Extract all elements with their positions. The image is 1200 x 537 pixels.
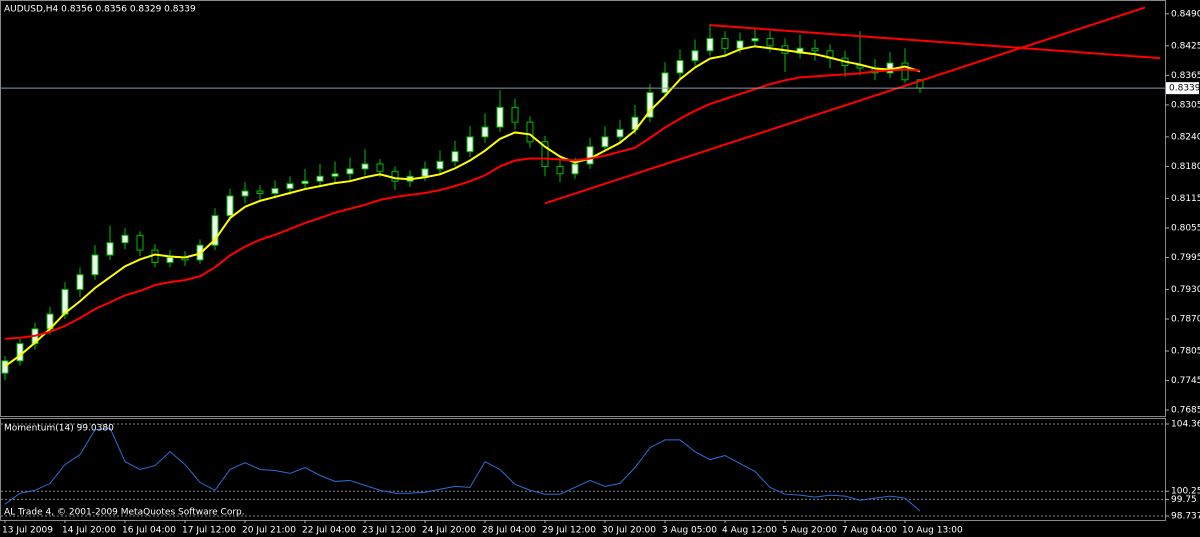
candle-body — [811, 47, 819, 52]
x-tick-label: 16 Jul 04:00 — [122, 526, 176, 536]
x-tick-label: 22 Jul 04:00 — [302, 526, 356, 536]
candle-body — [121, 234, 129, 244]
x-tick-label: 4 Aug 12:00 — [722, 526, 777, 536]
indicator-line — [4, 427, 921, 512]
y-tick-label: 0.7805 — [1171, 346, 1200, 356]
candle-body — [571, 163, 579, 175]
x-tick-label: 28 Jul 04:00 — [482, 526, 536, 536]
candle-body — [676, 60, 684, 74]
y-tick-label: 0.8180 — [1171, 162, 1200, 172]
y-tick-label: 0.8115 — [1171, 194, 1200, 204]
candle-body — [466, 136, 474, 153]
candle-body — [301, 180, 309, 185]
main-plot — [1, 6, 1161, 381]
candle-body — [286, 183, 294, 190]
candle-body — [526, 121, 534, 143]
candle-body — [361, 163, 369, 170]
candle-body — [901, 62, 909, 81]
x-tick-label: 30 Jul 20:00 — [602, 526, 656, 536]
trendline — [544, 6, 1146, 205]
y-tick-label: 99.75 — [1171, 495, 1197, 505]
y-tick-label: 0.8425 — [1171, 41, 1200, 51]
y-tick-label: 0.8055 — [1171, 223, 1200, 233]
candle-body — [226, 195, 234, 217]
y-tick-label: 0.8365 — [1171, 71, 1200, 81]
candle-body — [751, 37, 759, 42]
candle-body — [346, 168, 354, 175]
candle-body — [481, 126, 489, 138]
candle-body — [691, 50, 699, 62]
last-price-label: 0.8339 — [1169, 84, 1200, 94]
y-tick-label: 0.7930 — [1171, 285, 1200, 295]
axes: 0.8490 0.8425 0.8365 0.8305 0.8240 0.8180 0.81… — [1, 9, 1200, 536]
y-tick-label: 0.7870 — [1171, 315, 1200, 325]
candle-body — [661, 72, 669, 94]
candle-body — [331, 173, 339, 177]
moving-average — [4, 68, 921, 340]
main-frame — [0, 0, 1166, 417]
chart-title: AUDUSD,H4 0.8356 0.8356 0.8329 0.8339 — [4, 5, 196, 15]
candle-body — [166, 256, 174, 263]
candle-body — [601, 136, 609, 148]
candle-body — [706, 37, 714, 52]
y-tick-label: 98.7373 — [1171, 512, 1200, 522]
candle-body — [646, 92, 654, 118]
candle-body — [556, 165, 564, 175]
x-tick-label: 13 Jul 2009 — [2, 526, 53, 536]
candle-body — [511, 106, 519, 123]
candle-body — [136, 234, 144, 251]
y-tick-label: 0.8305 — [1171, 100, 1200, 110]
candle-body — [421, 168, 429, 177]
x-tick-label: 29 Jul 12:00 — [542, 526, 596, 536]
candle-body — [541, 141, 549, 167]
x-tick-label: 17 Jul 12:00 — [182, 526, 236, 536]
footer: AL Trade 4, © 2001-2009 MetaQuotes Softw… — [4, 508, 245, 518]
last-price-box — [1166, 82, 1199, 95]
x-tick-label: 23 Jul 12:00 — [362, 526, 416, 536]
y-tick-label: 0.8240 — [1171, 132, 1200, 142]
candle-body — [316, 175, 324, 182]
candle-body — [496, 106, 504, 128]
candle-body — [76, 274, 84, 290]
x-tick-label: 24 Jul 20:00 — [422, 526, 476, 536]
candle-body — [766, 37, 774, 47]
trendline — [709, 24, 1161, 60]
y-tick-label: 104.3600 — [1171, 420, 1200, 430]
candle-body — [256, 190, 264, 194]
x-tick-label: 5 Aug 20:00 — [782, 526, 837, 536]
candle-body — [451, 151, 459, 163]
candle-body — [616, 129, 624, 138]
candle-body — [376, 163, 384, 172]
candle-body — [736, 40, 744, 49]
indicator-title: Momentum(14) 99.0380 — [4, 424, 114, 434]
candle-body — [1, 360, 9, 374]
x-tick-label: 20 Jul 21:00 — [242, 526, 296, 536]
y-tick-label: 0.7995 — [1171, 253, 1200, 263]
x-tick-label: 3 Aug 05:00 — [662, 526, 717, 536]
candle-body — [391, 170, 399, 182]
candle-body — [271, 188, 279, 194]
candle-body — [721, 37, 729, 49]
x-tick-label: 7 Aug 04:00 — [842, 526, 897, 536]
indicator-frame — [0, 418, 1166, 521]
candle-body — [106, 242, 114, 256]
candle-body — [211, 215, 219, 246]
x-tick-label: 14 Jul 20:00 — [62, 526, 116, 536]
candle-body — [16, 343, 24, 362]
moving-average — [4, 45, 921, 368]
candle-body — [436, 161, 444, 170]
y-tick-label: 0.8490 — [1171, 9, 1200, 19]
candle-body — [241, 190, 249, 197]
y-tick-label: 0.7745 — [1171, 376, 1200, 386]
y-tick-label: 100.25 — [1171, 487, 1200, 497]
x-tick-label: 10 Aug 13:00 — [902, 526, 963, 536]
y-tick-label: 0.7685 — [1171, 406, 1200, 416]
candle-body — [586, 146, 594, 165]
candle-body — [91, 254, 99, 276]
